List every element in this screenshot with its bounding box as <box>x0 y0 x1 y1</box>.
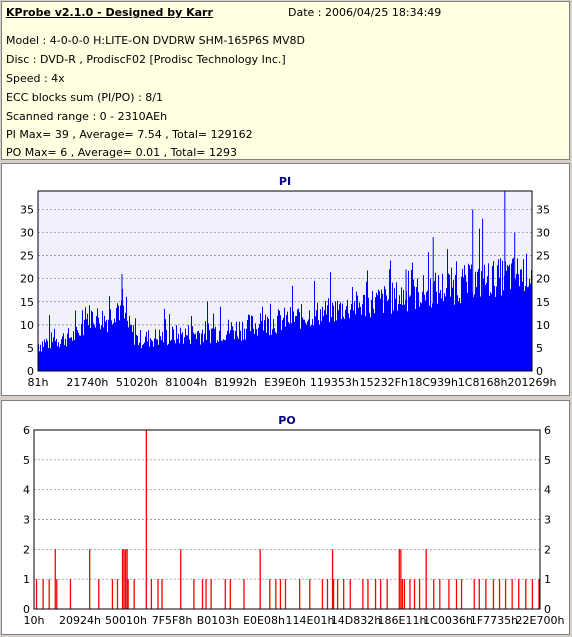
model-line: Model : 4-0-0-0 H:LITE-ON DVDRW SHM-165P… <box>6 34 305 47</box>
app-title: KProbe v2.1.0 - Designed by Karr <box>6 6 213 19</box>
pi-ytick-right: 25 <box>536 250 550 263</box>
po-xtick-label: 20924h <box>59 614 101 627</box>
po-stats-line: PO Max= 6 , Average= 0.01 , Total= 1293 <box>6 146 237 159</box>
pi-ytick-right: 10 <box>536 319 550 332</box>
po-chart-title: PO <box>278 414 295 427</box>
pi-xtick-label: 81h <box>28 376 49 389</box>
pi-ytick-left: 10 <box>20 319 34 332</box>
po-ytick-right: 3 <box>544 514 551 527</box>
ecc-line: ECC blocks sum (PI/PO) : 8/1 <box>6 91 163 104</box>
po-ytick-right: 1 <box>544 573 551 586</box>
pi-xtick-label: 201269h <box>508 376 557 389</box>
pi-ytick-left: 35 <box>20 203 34 216</box>
po-ytick-left: 1 <box>23 573 30 586</box>
pi-xtick-label: 51020h <box>116 376 158 389</box>
po-plot-frame <box>33 429 541 610</box>
po-ytick-right: 0 <box>544 603 551 616</box>
pi-ytick-left: 30 <box>20 227 34 240</box>
pi-ytick-left: 5 <box>27 342 34 355</box>
disc-info-panel: KProbe v2.1.0 - Designed by Karr Date : … <box>1 1 570 160</box>
po-ytick-left: 3 <box>23 514 30 527</box>
pi-xtick-label: B1992h <box>214 376 257 389</box>
po-ytick-right: 5 <box>544 454 551 467</box>
pi-plot-frame <box>37 190 533 372</box>
pi-chart: PI 0 0 5 5 10 10 15 15 20 20 25 25 30 30 35 35 81h 21740h 5… <box>20 175 557 389</box>
pi-ytick-right: 20 <box>536 273 550 286</box>
po-xtick-label: 186E11h <box>378 614 427 627</box>
po-xtick-label: 50010h <box>105 614 147 627</box>
pi-chart-title: PI <box>279 175 291 188</box>
po-ytick-left: 2 <box>23 543 30 556</box>
po-xtick-label: 10h <box>24 614 45 627</box>
po-ytick-left: 5 <box>23 454 30 467</box>
pi-ytick-right: 15 <box>536 296 550 309</box>
speed-line: Speed : 4x <box>6 72 65 85</box>
po-ytick-right: 4 <box>544 484 551 497</box>
pi-xtick-label: E39E0h <box>264 376 306 389</box>
pi-ytick-right: 5 <box>536 342 543 355</box>
po-xtick-label: B0103h <box>197 614 240 627</box>
pi-xtick-label: 1C8168h <box>458 376 508 389</box>
pi-xtick-label: 81004h <box>165 376 207 389</box>
range-line: Scanned range : 0 - 2310AEh <box>6 110 168 123</box>
po-xtick-label: E0E08h <box>243 614 285 627</box>
pi-xtick-label: 21740h <box>66 376 108 389</box>
po-xtick-label: 7F5F8h <box>152 614 193 627</box>
pi-ytick-left: 20 <box>20 273 34 286</box>
po-ytick-left: 0 <box>23 603 30 616</box>
po-xtick-label: 22E700h <box>516 614 565 627</box>
pi-xtick-label: 119353h <box>310 376 359 389</box>
po-ytick-left: 6 <box>23 424 30 437</box>
po-ytick-right: 6 <box>544 424 551 437</box>
pi-ytick-right: 30 <box>536 227 550 240</box>
pi-ytick-left: 15 <box>20 296 34 309</box>
pi-chart-panel: PI 0 0 5 5 10 10 15 15 20 20 25 25 30 30 35 35 81h 21740h 5… <box>1 163 570 396</box>
pi-stats-line: PI Max= 39 , Average= 7.54 , Total= 1291… <box>6 128 253 141</box>
pi-ytick-right: 35 <box>536 203 550 216</box>
pi-ytick-left: 25 <box>20 250 34 263</box>
po-xtick-label: 1F7735h <box>470 614 518 627</box>
po-ytick-left: 4 <box>23 484 30 497</box>
po-ytick-right: 2 <box>544 543 551 556</box>
po-xtick-label: 1C0036h <box>423 614 473 627</box>
pi-ytick-left: 0 <box>27 365 34 378</box>
disc-line: Disc : DVD-R , ProdiscF02 [Prodisc Techn… <box>6 53 286 66</box>
pi-xtick-label: 15232Fh <box>360 376 408 389</box>
pi-ytick-right: 0 <box>536 365 543 378</box>
scan-date: Date : 2006/04/25 18:34:49 <box>288 6 442 19</box>
po-chart: PO 0 0 1 1 2 2 3 3 4 4 5 5 6 6 10h 20924h 50010h 7F5F8h B01… <box>23 414 565 627</box>
pi-xtick-label: 18C939h <box>408 376 458 389</box>
po-chart-panel: PO 0 0 1 1 2 2 3 3 4 4 5 5 6 6 10h 20924h 50010h 7F5F8h B01… <box>1 400 570 635</box>
po-xtick-label: 114E01h <box>286 614 335 627</box>
po-xtick-label: 14D832h <box>331 614 381 627</box>
